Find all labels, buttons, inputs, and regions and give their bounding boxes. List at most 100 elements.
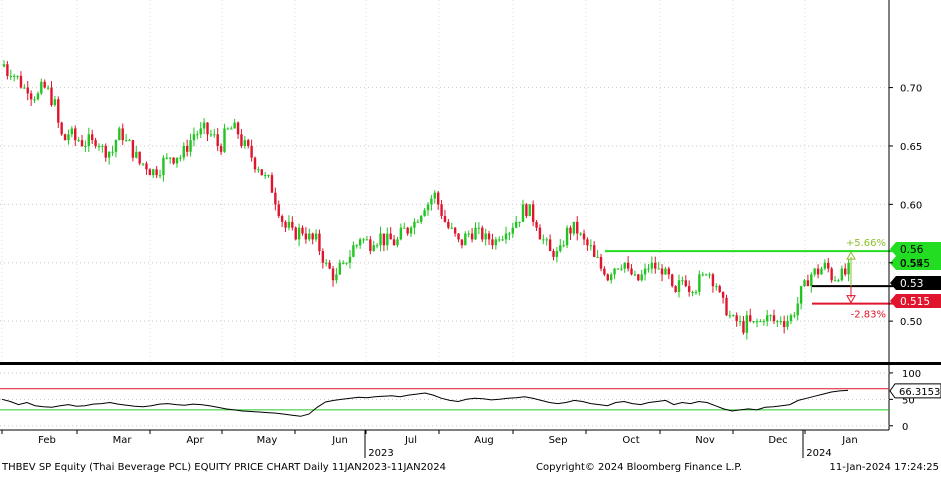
down-bar [721,291,725,298]
footer-title: THBEV SP Equity (Thai Beverage PCL) EQUI… [1,462,446,473]
up-bar [169,157,172,159]
up-bar [152,169,155,176]
up-bar [365,239,369,241]
up-bar [426,204,430,211]
down-bar [121,128,124,141]
up-bar [738,321,742,323]
down-bar [236,122,240,135]
price-tick-label: 0.60 [900,200,922,211]
up-bar [521,204,525,222]
down-bar [816,268,820,275]
up-bar [762,321,766,323]
up-bar [643,268,647,275]
down-bar [94,140,97,146]
down-bar [576,221,579,234]
up-bar [650,262,654,269]
up-bar [518,221,521,223]
month-label: Oct [622,435,639,446]
up-bar [562,245,565,247]
up-bar [789,315,793,322]
up-bar [362,239,365,241]
up-bar [413,221,416,228]
up-bar [623,262,626,269]
up-bar [528,204,531,217]
down-bar [26,87,29,94]
up-bar [355,245,358,247]
up-bar [230,128,233,130]
down-bar [284,221,287,228]
up-bar [786,321,789,327]
up-bar [433,192,436,199]
down-bar [280,216,284,222]
up-bar [664,268,667,275]
up-bar [257,169,260,171]
down-bar [667,268,671,275]
down-bar [270,175,274,193]
last-price-label-box [890,256,941,270]
up-bar [430,198,433,205]
down-bar [460,239,464,246]
up-bar [579,233,582,235]
up-bar [226,128,230,130]
up-bar [409,227,413,234]
up-bar [752,321,755,323]
down-bar [318,233,321,252]
up-bar [508,233,511,235]
price-y-axis: 0.50 0.55 0.60 0.65 0.70 [889,84,922,328]
down-bar [538,227,542,240]
up-bar [192,134,196,141]
down-bar [491,239,494,246]
up-bar [2,64,6,67]
up-bar [342,262,345,264]
up-bar [589,245,593,247]
up-bar [36,93,40,100]
up-bar [213,134,216,136]
up-bar [698,274,701,292]
down-bar [718,286,721,292]
up-bar [379,233,382,246]
down-bar [90,134,94,141]
down-bar [782,321,786,327]
down-bar [50,87,53,106]
down-bar [470,233,474,240]
down-bar [19,75,23,88]
down-bar [80,140,84,146]
month-label: Jun [331,435,348,446]
up-bar [494,239,498,246]
up-bar [745,315,749,333]
up-bar [796,303,799,316]
up-bar [338,262,342,275]
up-bar [372,245,375,252]
up-bar [813,268,816,275]
resistance-label-box [890,242,941,256]
down-bar [382,233,386,246]
up-bar [559,245,562,252]
up-bar [287,221,291,228]
up-bar [308,233,311,240]
down-bar [155,169,158,176]
down-bar [260,169,263,176]
down-bar [138,151,141,164]
down-bar [440,204,443,217]
price-levels: 0.56 +5.66% 0.545 0.53 0.515 -2.83% [605,238,941,321]
up-bar [87,134,90,146]
up-bar [640,274,643,281]
current-label: 0.53 [900,278,923,290]
down-bar [569,227,572,234]
down-bar [586,239,589,246]
up-bar [572,221,576,234]
up-bar [837,280,840,282]
up-bar [263,175,267,177]
down-bar [525,204,528,217]
down-bar [6,64,9,76]
month-label: Mar [113,435,133,446]
up-bar [420,216,423,222]
year-label: 2024 [806,448,831,459]
rsi-tick-label: 100 [902,369,921,380]
down-bar [606,274,609,281]
down-bar [74,128,77,141]
down-bar [806,280,810,287]
up-bar [833,280,837,282]
